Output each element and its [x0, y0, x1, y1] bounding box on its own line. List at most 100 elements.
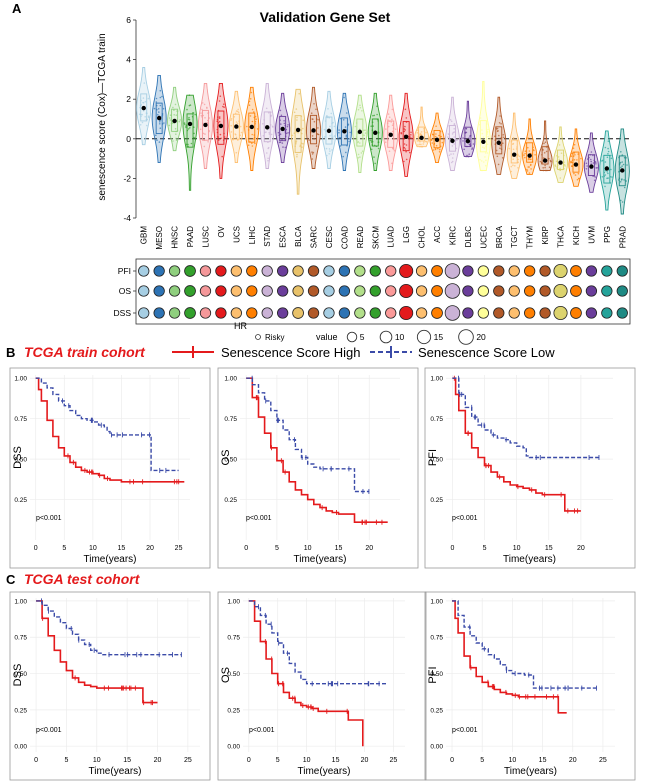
- jitter-point: [163, 122, 165, 124]
- jitter-point: [543, 152, 546, 154]
- bubble-os-thca: [553, 283, 568, 299]
- x-tick-label: 0: [450, 545, 454, 552]
- km-border: [9, 591, 211, 781]
- bubble-os-ucec: [477, 285, 489, 297]
- bubble-dss-lihc: [246, 307, 258, 319]
- mean-kich: [573, 162, 579, 167]
- size-legend-bubble: [416, 329, 432, 345]
- jitter-point: [498, 134, 500, 137]
- jitter-point: [155, 101, 158, 103]
- jitter-point: [387, 119, 389, 121]
- jitter-point: [175, 133, 177, 135]
- legend-high-label: Senescence Score High: [221, 345, 360, 360]
- km-curve-high: [452, 377, 581, 512]
- jitter-point: [431, 142, 434, 144]
- jitter-point: [345, 112, 348, 114]
- jitter-point: [403, 130, 406, 133]
- jitter-point: [363, 129, 365, 132]
- jitter-point: [530, 158, 532, 161]
- jitter-point: [620, 166, 622, 169]
- jitter-point: [432, 149, 435, 151]
- jitter-point: [420, 133, 423, 136]
- jitter-point: [254, 142, 256, 145]
- jitter-point: [621, 165, 623, 167]
- jitter-point: [580, 157, 582, 160]
- x-tick-label: 5: [275, 545, 279, 552]
- jitter-point: [313, 120, 316, 123]
- jitter-point: [345, 151, 347, 154]
- km-pvalue: p<0.001: [36, 727, 62, 734]
- mean-tgct: [512, 152, 517, 157]
- bubble-pfi-tgct: [508, 265, 520, 277]
- jitter-point: [625, 180, 627, 182]
- km-ylabel: PFI: [427, 666, 439, 683]
- bubble-pfi-ucec: [477, 265, 489, 277]
- jitter-point: [622, 163, 625, 166]
- km-xlabel: Time(years): [504, 766, 557, 777]
- size-legend-label: 10: [395, 332, 405, 342]
- jitter-point: [201, 102, 204, 104]
- size-legend-bubble: [346, 331, 358, 343]
- jitter-point: [364, 132, 367, 134]
- jitter-point: [484, 156, 486, 158]
- jitter-point: [416, 140, 419, 142]
- jitter-point: [236, 110, 239, 113]
- jitter-point: [533, 149, 535, 152]
- violin-dlbc: [460, 100, 476, 158]
- jitter-point: [256, 128, 259, 130]
- jitter-point: [512, 142, 515, 145]
- jitter-point: [438, 148, 441, 151]
- jitter-point: [486, 131, 489, 133]
- jitter-point: [204, 117, 206, 119]
- x-tick-kirp: KIRP: [541, 226, 550, 245]
- x-tick-label: 20: [577, 545, 585, 552]
- jitter-point: [590, 151, 593, 153]
- jitter-point: [545, 150, 548, 153]
- km-xlabel: Time(years): [89, 766, 142, 777]
- bubble-pfi-read: [354, 265, 366, 277]
- jitter-point: [237, 108, 239, 111]
- bubble-pfi-brca: [493, 265, 505, 277]
- jitter-point: [524, 156, 526, 159]
- bubble-legend: HR Risky value 5 10 15 20: [234, 321, 486, 345]
- km-plot-test-pfi: 0 5 10 15 20 25 1.00 0.75 0.50 0.25 0.00 PFI Time(ye…: [424, 591, 636, 781]
- jitter-point: [451, 160, 454, 163]
- y-tick-label: 0.50: [14, 457, 27, 464]
- bubble-dss-sarc: [307, 307, 320, 319]
- box-paad: [186, 113, 194, 148]
- bubble-dss-esca: [277, 307, 289, 319]
- jitter-point: [159, 127, 162, 129]
- jitter-point: [248, 104, 251, 106]
- jitter-point: [512, 164, 514, 166]
- bubble-dss-prad: [616, 307, 628, 319]
- bubble-os-blca: [292, 285, 304, 297]
- x-tick-label: 20: [361, 757, 369, 764]
- jitter-point: [175, 137, 177, 140]
- jitter-point: [607, 150, 610, 153]
- jitter-point: [391, 118, 393, 121]
- jitter-point: [405, 150, 407, 153]
- bubble-os-luad: [385, 285, 397, 297]
- jitter-point: [359, 106, 362, 109]
- jitter-point: [253, 111, 255, 113]
- jitter-point: [153, 107, 156, 110]
- jitter-point: [240, 131, 243, 134]
- y-tick-label: 0.75: [224, 416, 237, 423]
- jitter-point: [329, 150, 331, 152]
- jitter-point: [435, 125, 437, 127]
- jitter-point: [296, 116, 298, 119]
- jitter-point: [326, 115, 328, 117]
- jitter-point: [202, 132, 205, 135]
- x-tick-lusc: LUSC: [201, 226, 210, 248]
- jitter-point: [173, 109, 175, 111]
- x-tick-label: 20: [365, 545, 373, 552]
- bubble-pfi-paad: [184, 265, 196, 277]
- jitter-point: [279, 133, 282, 135]
- x-tick-cesc: CESC: [325, 226, 334, 248]
- jitter-point: [449, 119, 452, 121]
- bubble-os-kirp: [539, 285, 551, 297]
- bubble-pfi-thym: [524, 265, 536, 277]
- km-xlabel: Time(years): [298, 766, 351, 777]
- violin-title: Validation Gene Set: [260, 9, 391, 25]
- jitter-point: [188, 116, 190, 119]
